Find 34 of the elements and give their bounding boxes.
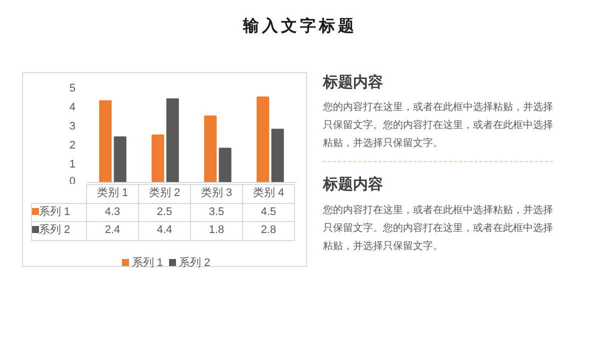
data-label: 4.3	[86, 203, 138, 222]
bar	[152, 134, 164, 182]
data-label: 1.8	[190, 222, 242, 241]
legend-item: 系列 2	[169, 257, 210, 270]
chart-title: 输入文字标题	[242, 16, 358, 37]
text: 您的内容打在这里，或者在此框中选择粘贴，并选择只保留文字。您的内容打在这里，或者在此框中选择粘贴，并选择只保留文字。	[323, 204, 554, 254]
y-tick-label: 5	[69, 82, 76, 94]
text: 标题内容	[323, 175, 384, 196]
legend-label: 系列 1	[32, 203, 86, 222]
bar	[166, 98, 179, 182]
text: 标题内容	[323, 73, 384, 93]
bar	[218, 148, 232, 182]
text: 您的内容打在这里，或者在此框中选择粘贴，并选择只保留文字。您的内容打在这里，或者在此框中选择粘贴，并选择只保留文字。	[323, 100, 554, 152]
data-label: 2.4	[86, 222, 138, 241]
x-tick-label: 类别 2	[138, 184, 190, 204]
y-tick-label: 4	[69, 102, 76, 114]
x-tick-label: 类别 4	[242, 184, 294, 204]
data-label: 4.4	[138, 222, 190, 241]
data-label: 4.5	[242, 203, 294, 222]
bar	[256, 96, 270, 182]
y-tick-label: 3	[69, 120, 76, 132]
bar	[271, 128, 284, 182]
y-tick-label: 1	[69, 158, 76, 170]
bar	[114, 136, 126, 182]
data-label: 2.5	[138, 203, 190, 222]
bar	[99, 100, 112, 182]
legend-item: 系列 1	[122, 257, 163, 270]
data-label: 3.5	[190, 203, 242, 222]
legend-label: 系列 2	[32, 222, 86, 241]
x-tick-label: 类别 3	[190, 184, 242, 204]
data-label: 2.8	[242, 222, 294, 241]
bar	[204, 116, 217, 182]
x-tick-label: 类别 1	[86, 184, 138, 204]
y-tick-label: 2	[69, 140, 76, 152]
